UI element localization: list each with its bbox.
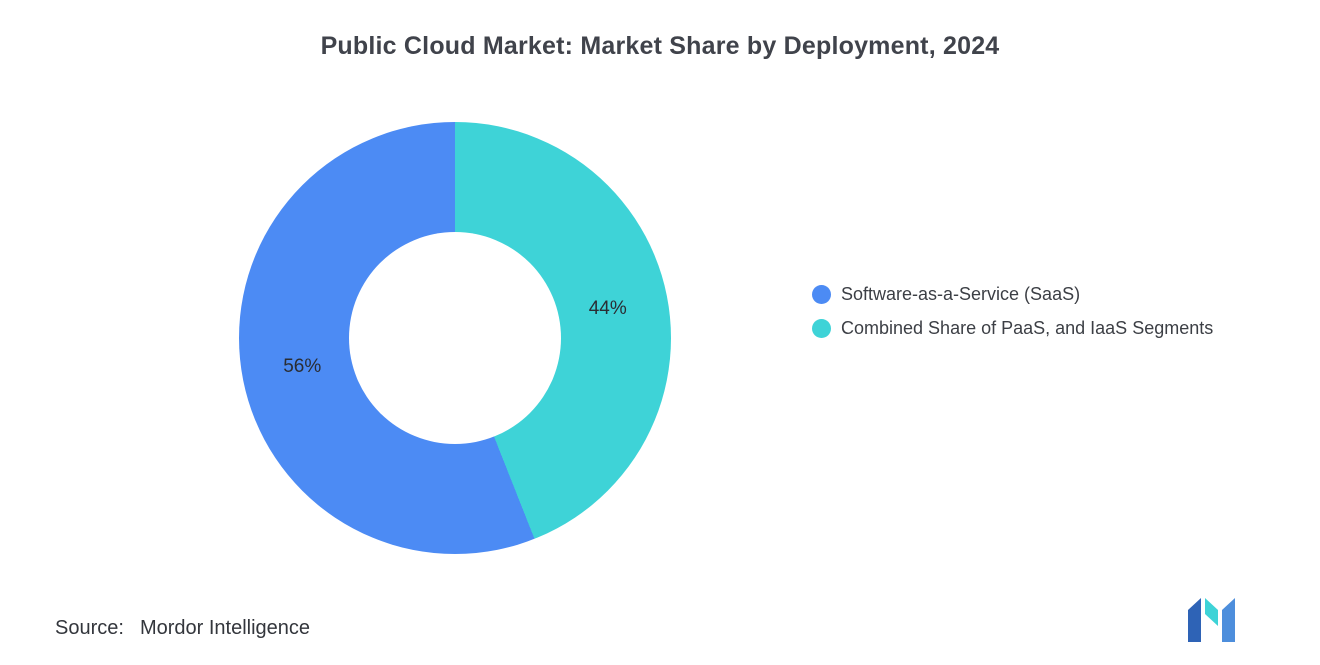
- legend-label-paas-iaas: Combined Share of PaaS, and IaaS Segment…: [841, 318, 1214, 338]
- legend-item-saas: Software-as-a-Service (SaaS): [812, 284, 1213, 305]
- donut-chart: 56% 44%: [239, 122, 671, 554]
- slice-label-paas-iaas: 44%: [588, 297, 627, 319]
- slice-label-saas: 56%: [283, 356, 322, 378]
- legend-label-saas: Software-as-a-Service (SaaS): [841, 284, 1081, 304]
- legend-swatch-paas-iaas: [812, 319, 831, 338]
- source-row: Source: Mordor Intelligence: [55, 617, 310, 640]
- legend: Software-as-a-Service (SaaS) Combined Sh…: [812, 284, 1213, 339]
- legend-item-paas-iaas: Combined Share of PaaS, and IaaS Segment…: [812, 318, 1213, 339]
- legend-swatch-saas: [812, 285, 831, 304]
- mordor-intelligence-logo: [1188, 598, 1235, 642]
- source-value: Mordor Intelligence: [139, 617, 311, 639]
- source-label: Source:: [55, 617, 124, 639]
- donut-hole: [349, 232, 561, 444]
- chart-title: Public Cloud Market: Market Share by Dep…: [320, 32, 1000, 60]
